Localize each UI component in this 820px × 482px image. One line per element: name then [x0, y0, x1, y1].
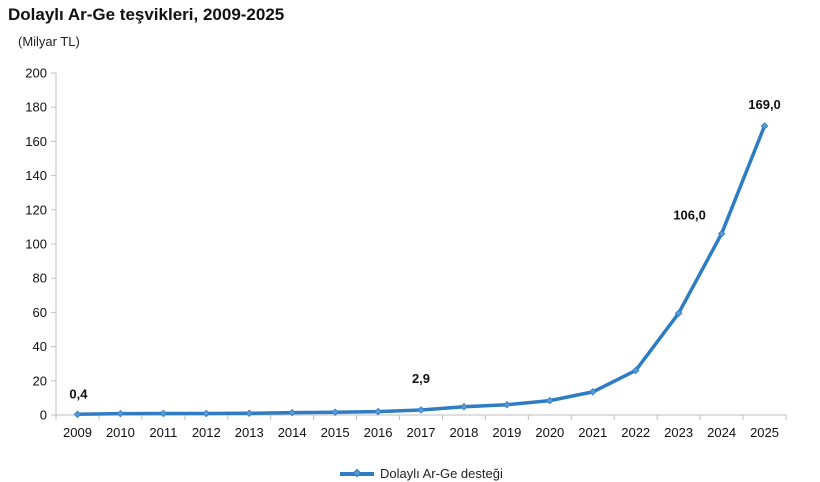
data-point-marker: [588, 388, 597, 396]
data-point-marker: [331, 408, 339, 417]
x-tick-label: 2015: [321, 425, 350, 440]
x-tick-label: 2017: [407, 425, 436, 440]
x-tick-label: 2012: [192, 425, 221, 440]
data-point-marker: [503, 400, 511, 409]
data-point-marker: [159, 409, 168, 418]
data-label: 106,0: [673, 208, 706, 223]
legend-label: Dolaylı Ar-Ge desteği: [380, 466, 503, 481]
y-axis-unit-label: (Milyar TL): [18, 34, 80, 49]
x-tick-label: 2011: [149, 425, 177, 440]
x-tick-label: 2013: [235, 425, 264, 440]
y-tick-label: 180: [25, 100, 47, 115]
y-tick-label: 20: [33, 373, 47, 388]
y-tick-label: 60: [33, 305, 47, 320]
x-tick-label: 2018: [449, 425, 478, 440]
data-label: 2,9: [412, 371, 430, 386]
y-tick-label: 100: [25, 237, 47, 252]
x-tick-label: 2016: [364, 425, 393, 440]
data-point-marker: [417, 406, 425, 414]
x-tick-label: 2024: [707, 425, 736, 440]
data-point-marker: [374, 407, 382, 416]
y-tick-label: 200: [25, 66, 47, 81]
y-tick-label: 40: [33, 339, 47, 354]
data-point-marker: [674, 309, 683, 318]
x-tick-label: 2020: [535, 425, 564, 440]
data-label: 169,0: [748, 97, 781, 112]
legend-swatch: [340, 468, 374, 477]
y-tick-label: 160: [25, 134, 47, 149]
chart-title: Dolaylı Ar-Ge teşvikleri, 2009-2025: [8, 5, 285, 24]
data-point-marker: [760, 122, 769, 130]
x-tick-label: 2025: [750, 425, 779, 440]
data-point-marker: [245, 409, 254, 418]
x-tick-label: 2010: [106, 425, 135, 440]
x-tick-label: 2022: [621, 425, 650, 440]
y-tick-label: 80: [33, 271, 47, 286]
x-tick-label: 2009: [63, 425, 92, 440]
data-point-marker: [631, 366, 640, 375]
x-tick-label: 2014: [278, 425, 307, 440]
y-tick-label: 0: [40, 408, 47, 423]
y-tick-label: 120: [25, 202, 47, 217]
data-point-marker: [73, 410, 82, 419]
data-label: 0,4: [69, 386, 88, 401]
x-tick-label: 2021: [578, 425, 607, 440]
legend: Dolaylı Ar-Ge desteği: [340, 466, 503, 481]
data-point-marker: [288, 408, 296, 417]
x-tick-label: 2023: [664, 425, 693, 440]
data-point-marker: [717, 229, 726, 238]
x-tick-label: 2019: [492, 425, 521, 440]
y-tick-label: 140: [25, 168, 47, 183]
data-point-marker: [202, 409, 211, 418]
data-point-marker: [460, 403, 468, 411]
data-point-marker: [116, 409, 125, 418]
data-point-marker: [546, 396, 554, 405]
